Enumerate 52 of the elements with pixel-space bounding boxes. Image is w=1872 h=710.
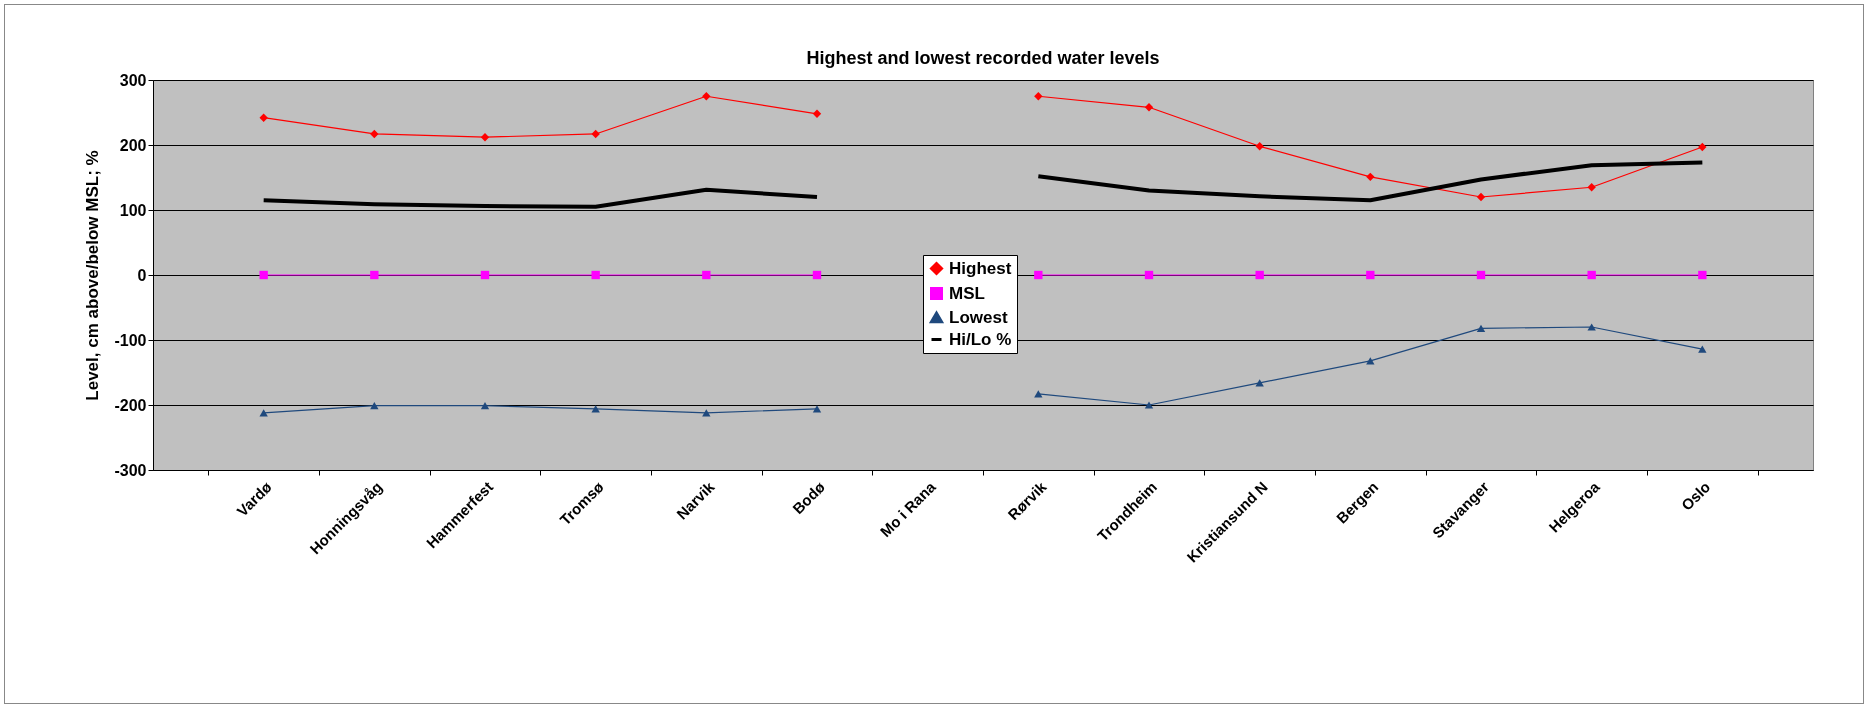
point [1476,324,1486,332]
point [370,270,379,280]
point [480,133,490,142]
point [702,92,711,101]
point [812,405,822,413]
point [702,270,711,280]
point [591,270,600,280]
point [259,409,268,417]
legend-label: Lowest [949,307,1008,327]
point [1698,345,1707,353]
point [1366,270,1375,280]
point [702,409,711,417]
point [1476,270,1486,280]
chart-title: Highest and lowest recorded water levels [806,48,1160,68]
point [1034,270,1043,280]
point [259,113,268,122]
point [1144,103,1154,112]
point [1587,323,1596,331]
y-axis-title: Level, cm above/below MSL; % [83,150,103,401]
point [812,109,822,118]
point [1366,172,1375,182]
legend-label: MSL [949,283,985,303]
y-tick-label: 200 [119,136,147,154]
y-tick-label: 100 [119,201,147,219]
point [1034,390,1043,398]
point [1255,142,1264,151]
point [1476,192,1486,202]
legend-label: Highest [949,258,1012,278]
point [1587,183,1596,192]
point [812,270,822,280]
legend-label: Hi/Lo % [949,329,1012,349]
point [1587,270,1596,280]
point [1144,401,1154,409]
point [1144,270,1154,280]
y-tick-label: -100 [114,331,147,349]
point [591,405,600,413]
y-tick-label: 300 [119,71,147,89]
point [1366,357,1375,365]
point [370,402,379,410]
point [480,402,490,410]
y-tick-label: -300 [114,461,147,479]
y-tick-label: -200 [114,396,147,414]
point [1255,270,1264,280]
point [259,270,268,280]
point [480,270,490,280]
point [1698,142,1707,152]
point [591,129,600,139]
y-tick-label: 0 [137,266,147,284]
point [1255,379,1264,387]
point [1698,270,1707,280]
point [370,129,379,139]
point [1034,92,1043,101]
